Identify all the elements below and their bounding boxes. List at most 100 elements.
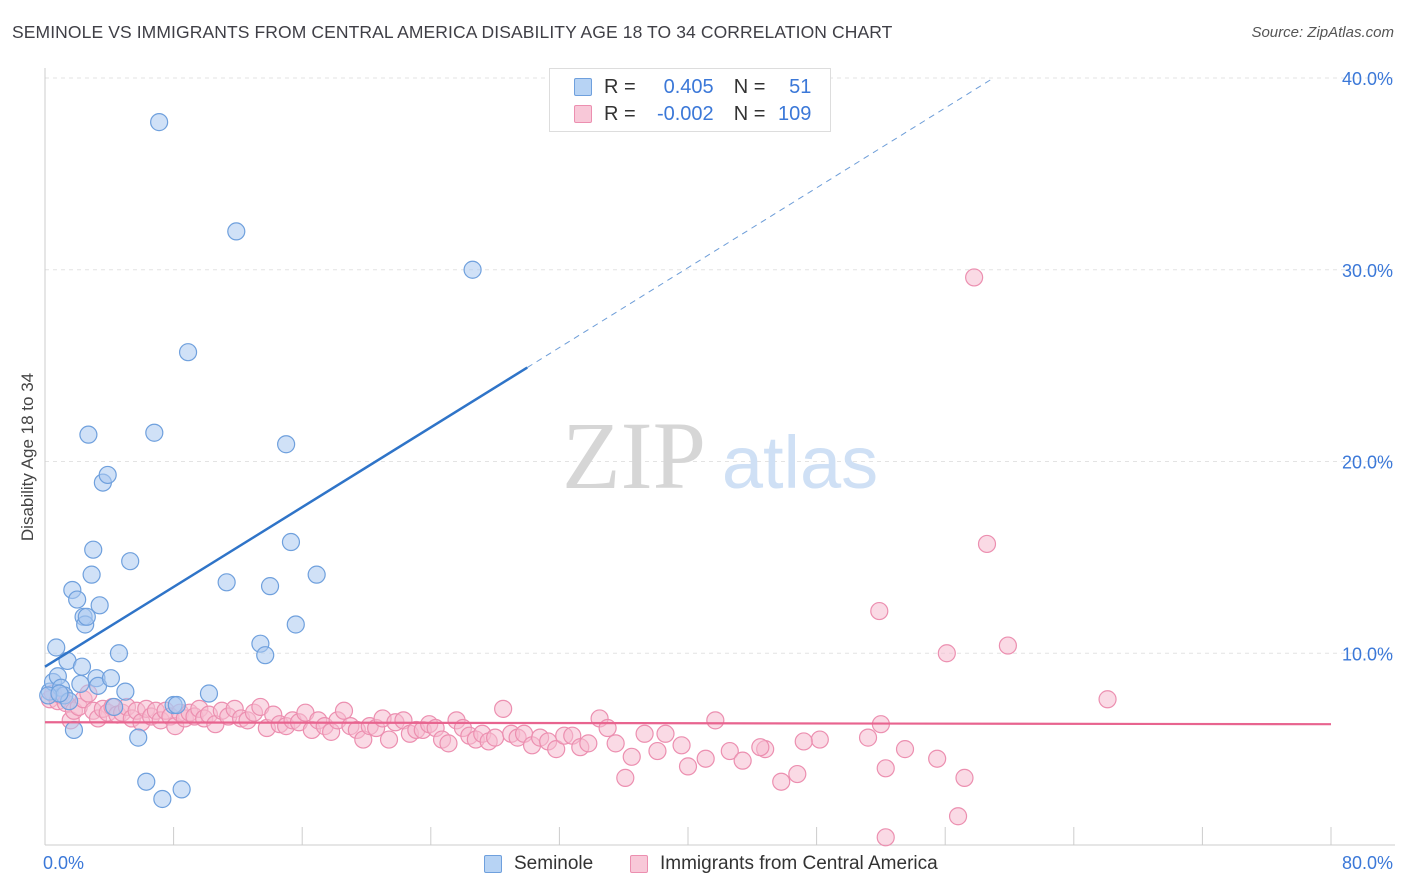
immigrants-point	[706, 711, 725, 730]
immigrants-point	[751, 738, 770, 757]
immigrants-point	[928, 749, 947, 768]
r-label: R =	[604, 102, 636, 125]
immigrants-point	[977, 534, 997, 554]
seminole-point	[277, 435, 296, 454]
chart-title: SEMINOLE VS IMMIGRANTS FROM CENTRAL AMER…	[12, 22, 893, 42]
stats-legend-row-seminole: R = 0.405 N = 51	[574, 75, 811, 99]
seminole-trend-line	[44, 366, 528, 668]
seminole-point	[217, 573, 236, 592]
grid-lines	[45, 77, 1395, 654]
immigrants-n-value: 109	[778, 102, 812, 125]
seminole-point	[172, 780, 191, 799]
seminole-point	[256, 646, 275, 665]
seminole-point	[286, 615, 305, 634]
immigrants-r-value: -0.002	[656, 102, 714, 125]
seminole-point	[71, 674, 90, 694]
immigrants-point	[648, 741, 667, 761]
immigrants-point	[965, 268, 984, 287]
immigrants-point	[334, 701, 354, 720]
immigrants-point	[870, 601, 889, 621]
stats-legend: R = 0.405 N = 51 R = -0.002 N = 109	[549, 68, 831, 132]
y-axis-label: Disability Age 18 to 34	[18, 373, 37, 541]
seminole-point	[82, 565, 101, 584]
immigrants-point	[955, 768, 974, 787]
immigrants-point	[720, 741, 739, 761]
seminole-point	[116, 682, 135, 701]
seminole-point	[72, 657, 92, 676]
seminole-trend-extension	[526, 77, 994, 368]
n-label: N =	[733, 102, 766, 125]
immigrants-point	[656, 724, 675, 743]
axes	[44, 68, 1395, 846]
seminole-point	[109, 644, 129, 663]
immigrants-legend-swatch	[630, 855, 648, 873]
immigrants-trend-line	[44, 721, 1332, 726]
immigrants-point	[948, 807, 968, 826]
immigrants-point	[606, 734, 625, 753]
seminole-point	[199, 684, 219, 703]
seminole-point	[121, 552, 140, 571]
y-tick-label: 10.0%	[1342, 644, 1393, 664]
immigrants-point	[622, 747, 641, 766]
y-tick-label: 40.0%	[1342, 69, 1393, 89]
seminole-point	[137, 772, 156, 791]
seminole-point	[150, 113, 169, 132]
immigrants-point	[494, 699, 513, 718]
watermark: ZIP atlas	[562, 402, 878, 509]
seminole-point	[68, 590, 87, 609]
immigrants-point	[794, 732, 813, 751]
seminole-point	[153, 789, 172, 809]
y-tick-label: 20.0%	[1342, 453, 1393, 473]
seminole-point	[47, 638, 66, 657]
seminole-point	[64, 720, 84, 740]
seminole-legend-label: Seminole	[514, 853, 594, 874]
tick-labels: 10.0% 20.0% 30.0% 40.0% 0.0% 80.0% Disability …	[18, 69, 1393, 873]
immigrants-point	[858, 728, 878, 747]
seminole-point	[50, 684, 69, 703]
immigrants-point	[579, 734, 598, 753]
immigrants-point	[772, 772, 791, 791]
seminole-point	[260, 577, 280, 596]
immigrants-point	[895, 740, 915, 759]
immigrants-point	[998, 636, 1017, 655]
immigrants-point	[788, 764, 807, 784]
immigrants-point	[439, 734, 458, 753]
chart-source: Source: ZipAtlas.com	[1251, 24, 1394, 41]
seminole-n-value: 51	[789, 75, 812, 98]
immigrants-point	[1098, 690, 1117, 709]
seminole-point	[145, 423, 164, 442]
stats-legend-row-immigrants: R = -0.002 N = 109	[574, 102, 811, 126]
x-tick-label: 80.0%	[1342, 853, 1393, 873]
seminole-point	[167, 695, 186, 715]
watermark-atlas: atlas	[722, 421, 878, 504]
immigrants-point	[547, 740, 566, 759]
legend-item-seminole[interactable]: Seminole	[484, 852, 593, 876]
immigrants-legend-label: Immigrants from Central America	[660, 853, 938, 874]
seminole-swatch	[574, 78, 592, 96]
seminole-point	[90, 596, 109, 615]
trend-lines	[44, 77, 1332, 726]
immigrants-point	[937, 644, 956, 663]
seminole-point	[307, 565, 326, 584]
seminole-r-value: 0.405	[663, 75, 714, 98]
seminole-point	[84, 540, 103, 559]
immigrants-point	[616, 768, 635, 787]
immigrants-point	[696, 749, 715, 768]
seminole-point	[129, 728, 148, 747]
immigrants-point	[876, 759, 895, 778]
seminole-point	[281, 532, 301, 552]
immigrants-point	[876, 828, 895, 847]
legend-item-immigrants[interactable]: Immigrants from Central America	[630, 852, 938, 876]
seminole-point	[101, 669, 121, 688]
immigrants-point	[486, 728, 505, 747]
n-label: N =	[733, 75, 766, 98]
seminole-point	[178, 343, 198, 362]
x-tick-label: 0.0%	[43, 853, 84, 873]
seminole-legend-swatch	[484, 855, 502, 873]
seminole-point	[98, 465, 117, 485]
immigrants-point	[678, 757, 698, 776]
seminole-point	[463, 260, 482, 279]
immigrants-point	[733, 751, 752, 770]
immigrants-point	[635, 724, 654, 743]
immigrants-point	[672, 736, 691, 755]
